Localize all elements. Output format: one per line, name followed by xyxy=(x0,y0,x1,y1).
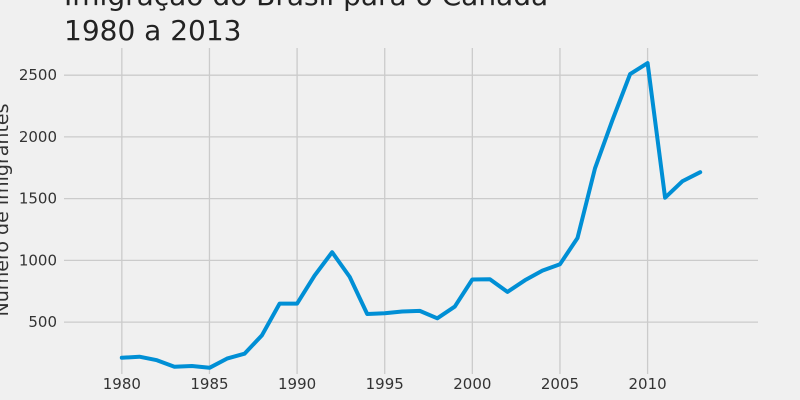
data-point xyxy=(558,262,562,266)
data-point xyxy=(646,61,650,65)
data-point xyxy=(698,170,702,174)
y-axis-ticks: 500 1000 1500 2000 2500 xyxy=(19,66,57,331)
data-point xyxy=(611,118,615,122)
data-point xyxy=(208,366,212,370)
data-point xyxy=(505,290,509,294)
data-point xyxy=(190,364,194,368)
chart-title-line-1: Imigração do Brasil para o Canadá xyxy=(64,0,548,12)
data-point xyxy=(172,365,176,369)
data-point xyxy=(330,250,334,254)
data-point xyxy=(243,352,247,356)
data-point xyxy=(348,275,352,279)
data-point xyxy=(540,269,544,273)
x-tick-label: 1995 xyxy=(366,375,404,393)
x-tick-label: 2010 xyxy=(628,375,666,393)
chart-title-line-2: 1980 a 2013 xyxy=(64,14,241,47)
series-layer xyxy=(119,61,703,370)
data-point xyxy=(488,277,492,281)
y-tick-label: 500 xyxy=(28,313,57,331)
data-point xyxy=(523,278,527,282)
data-point xyxy=(383,311,387,315)
data-point xyxy=(137,355,141,359)
data-point xyxy=(313,274,317,278)
x-tick-label: 2000 xyxy=(453,375,491,393)
data-point xyxy=(470,278,474,282)
y-tick-label: 2500 xyxy=(19,66,57,84)
x-tick-label: 1985 xyxy=(190,375,228,393)
data-point xyxy=(295,302,299,306)
data-point xyxy=(365,312,369,316)
data-point xyxy=(628,72,632,76)
y-axis-label: Número de imigrantes xyxy=(0,104,13,317)
data-point xyxy=(453,305,457,309)
grid xyxy=(64,48,758,374)
data-point xyxy=(435,316,439,320)
x-tick-label: 2005 xyxy=(541,375,579,393)
y-tick-label: 2000 xyxy=(19,128,57,146)
x-tick-label: 1980 xyxy=(103,375,141,393)
y-tick-label: 1000 xyxy=(19,251,57,269)
data-point xyxy=(278,302,282,306)
data-point xyxy=(593,166,597,170)
data-point xyxy=(418,309,422,313)
data-point xyxy=(155,358,159,362)
data-point xyxy=(225,357,229,361)
data-point xyxy=(260,333,264,337)
data-point xyxy=(663,196,667,200)
y-tick-label: 1500 xyxy=(19,190,57,208)
data-point xyxy=(681,179,685,183)
data-point xyxy=(120,356,124,360)
data-point xyxy=(576,236,580,240)
data-point xyxy=(400,310,404,314)
x-axis-ticks: 1980 1985 1990 1995 2000 2005 2010 xyxy=(103,375,667,393)
series-line xyxy=(119,61,703,370)
x-tick-label: 1990 xyxy=(278,375,316,393)
